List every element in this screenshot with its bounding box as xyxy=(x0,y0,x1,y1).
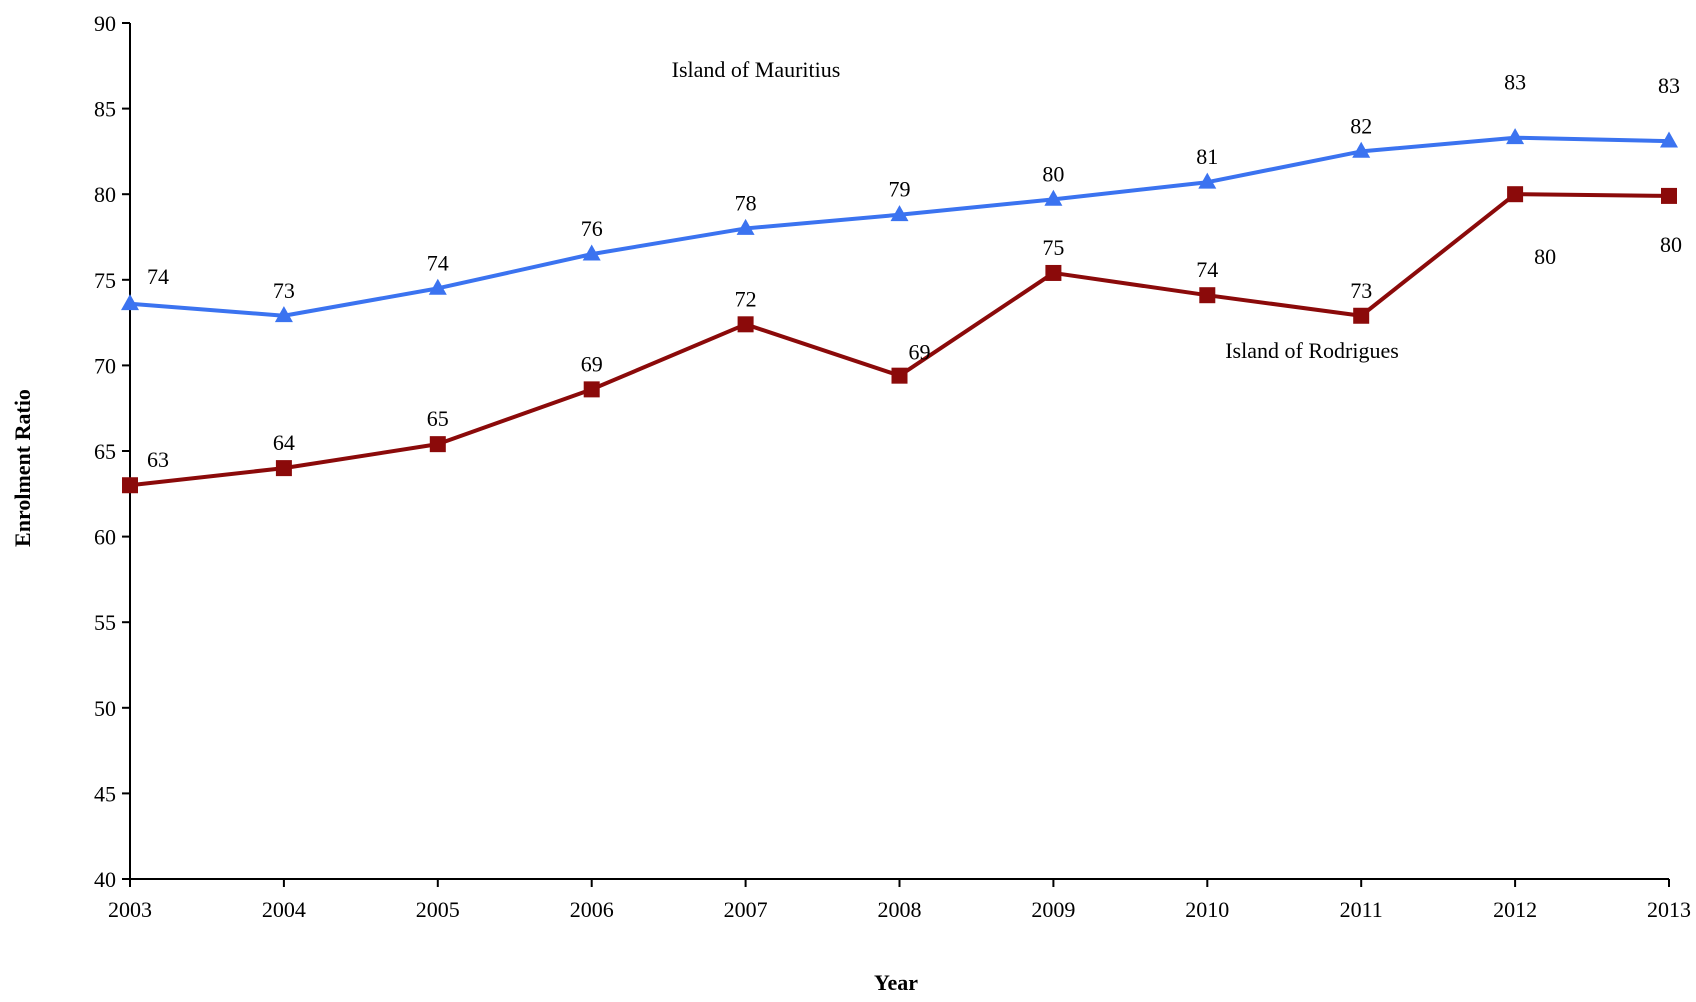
y-tick-label: 55 xyxy=(94,610,116,635)
x-tick-label: 2006 xyxy=(570,897,614,922)
data-label-rodrigues: 75 xyxy=(1042,235,1064,260)
y-tick-label: 65 xyxy=(94,439,116,464)
series-line xyxy=(129,192,1670,488)
data-label-mauritius: 83 xyxy=(1504,70,1526,95)
y-axis-title: Enrolment Ratio xyxy=(10,389,35,547)
data-label-mauritius: 80 xyxy=(1042,161,1064,186)
x-tick-label: 2003 xyxy=(108,897,152,922)
data-point-square xyxy=(1507,186,1524,203)
data-label-rodrigues: 65 xyxy=(427,406,449,431)
data-label-mauritius: 79 xyxy=(889,177,911,202)
data-label-mauritius: 74 xyxy=(427,250,449,275)
y-tick-label: 50 xyxy=(94,696,116,721)
y-tick-label: 45 xyxy=(94,781,116,806)
y-tick-label: 90 xyxy=(94,11,116,36)
data-label-mauritius: 83 xyxy=(1658,73,1680,98)
data-point-square xyxy=(1199,287,1216,304)
series-label-mauritius: Island of Mauritius xyxy=(672,57,841,82)
series-mauritius xyxy=(121,128,1678,323)
data-label-rodrigues: 64 xyxy=(273,430,295,455)
data-point-triangle xyxy=(428,278,447,295)
x-tick-label: 2008 xyxy=(878,897,922,922)
data-point-square xyxy=(1045,264,1062,281)
data-label-rodrigues: 69 xyxy=(581,351,603,376)
data-point-square xyxy=(891,367,908,384)
data-point-square xyxy=(1661,187,1677,204)
data-point-triangle xyxy=(1198,172,1217,189)
data-point-square xyxy=(429,436,446,453)
labels-layer: 74 73 74 76 78 79 80 81 82 83 83 63 64 65 69 72 69 75 74 73… xyxy=(147,57,1682,472)
data-point-square xyxy=(122,477,138,494)
data-label-rodrigues: 80 xyxy=(1660,232,1682,257)
data-point-triangle xyxy=(890,205,909,222)
series-layer xyxy=(121,128,1678,494)
data-point-square xyxy=(583,381,600,398)
data-label-rodrigues: 74 xyxy=(1196,257,1218,282)
y-tick-label: 40 xyxy=(94,867,116,892)
data-label-mauritius: 73 xyxy=(273,278,295,303)
series-line xyxy=(129,135,1670,318)
x-tick-label: 2012 xyxy=(1493,897,1537,922)
x-tick-label: 2010 xyxy=(1185,897,1229,922)
x-tick-label: 2009 xyxy=(1031,897,1075,922)
axes: 40 45 50 55 60 65 70 75 80 85 90 2003 2004 2005 2006 20… xyxy=(94,11,1691,922)
data-point-triangle xyxy=(1660,131,1678,148)
y-tick-label: 85 xyxy=(94,97,116,122)
x-tick-label: 2007 xyxy=(724,897,768,922)
x-axis-title: Year xyxy=(874,970,918,995)
y-tick-label: 80 xyxy=(94,182,116,207)
data-label-mauritius: 81 xyxy=(1196,144,1218,169)
data-label-rodrigues: 72 xyxy=(735,286,757,311)
x-tick-label: 2005 xyxy=(416,897,460,922)
x-tick-label: 2004 xyxy=(262,897,306,922)
data-label-rodrigues: 69 xyxy=(909,340,931,365)
data-label-mauritius: 78 xyxy=(735,190,757,215)
data-label-mauritius: 74 xyxy=(147,264,169,289)
data-point-square xyxy=(1353,307,1370,324)
data-point-square xyxy=(737,316,754,333)
y-tick-label: 75 xyxy=(94,268,116,293)
data-label-rodrigues: 80 xyxy=(1534,244,1556,269)
data-label-mauritius: 76 xyxy=(581,216,603,241)
data-point-triangle xyxy=(1044,189,1063,206)
series-rodrigues xyxy=(122,186,1677,494)
series-label-rodrigues: Island of Rodrigues xyxy=(1225,338,1399,363)
data-label-rodrigues: 73 xyxy=(1350,278,1372,303)
data-point-triangle xyxy=(1352,141,1371,158)
data-point-triangle xyxy=(274,306,293,323)
data-point-triangle xyxy=(582,244,601,261)
data-point-triangle xyxy=(736,218,755,235)
data-label-rodrigues: 63 xyxy=(147,447,169,472)
y-tick-label: 60 xyxy=(94,525,116,550)
data-point-square xyxy=(275,460,292,477)
x-tick-label: 2011 xyxy=(1340,897,1383,922)
data-point-triangle xyxy=(1506,128,1525,145)
y-tick-label: 70 xyxy=(94,353,116,378)
x-tick-label: 2013 xyxy=(1647,897,1691,922)
data-label-mauritius: 82 xyxy=(1350,113,1372,138)
data-point-triangle xyxy=(121,294,139,311)
